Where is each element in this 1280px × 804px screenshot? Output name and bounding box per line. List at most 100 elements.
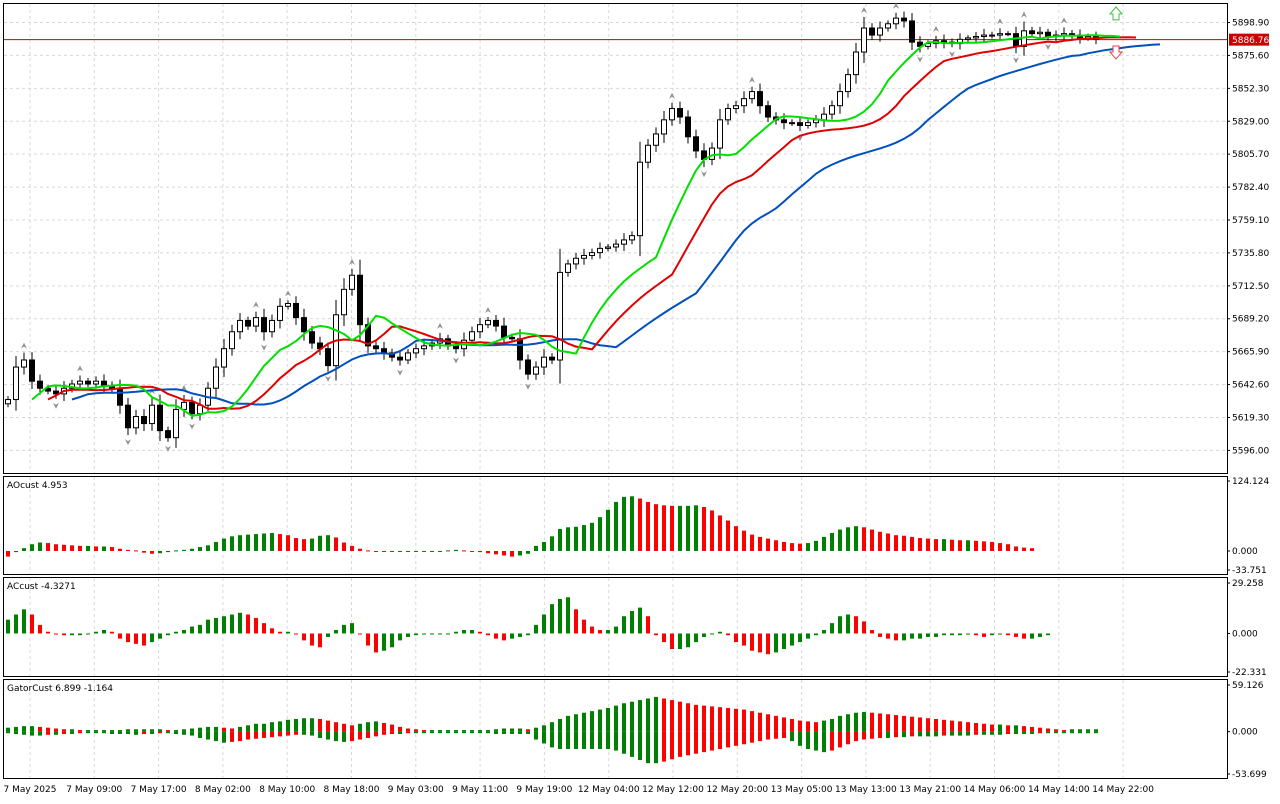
gator-lower-bar	[990, 731, 994, 735]
gator-lower-bar	[326, 731, 330, 740]
candle	[549, 353, 555, 364]
candle	[261, 308, 267, 341]
ac-bar	[678, 633, 682, 650]
gator-upper-bar	[294, 719, 298, 732]
candle-body	[157, 404, 163, 432]
gator-upper-bar	[158, 729, 162, 732]
ac-bar	[374, 633, 378, 653]
gator-lower-bar	[1054, 731, 1058, 734]
candle-body	[765, 105, 771, 118]
candle	[957, 33, 963, 50]
candle-body	[517, 338, 523, 361]
gator-upper-bar	[310, 718, 314, 732]
fractal-up-icon	[1021, 11, 1027, 18]
gator-lower-bar	[502, 731, 506, 735]
gator-upper-bar	[1070, 729, 1074, 732]
ao-bar	[438, 550, 442, 552]
gator-lower-bar	[406, 731, 410, 734]
gator-lower-bar	[254, 731, 258, 739]
gator-lower-bar	[278, 731, 282, 737]
gator-upper-bar	[22, 726, 26, 732]
gator-upper-bar	[366, 722, 370, 732]
ac-bar	[118, 633, 122, 639]
ac-tick-label: 0.000	[1232, 629, 1258, 639]
ao-bar	[534, 545, 538, 551]
ao-bar	[1014, 546, 1018, 551]
candle	[253, 311, 259, 333]
ao-bar	[54, 544, 58, 551]
gator-lower-bar	[310, 731, 314, 736]
gator-upper-bar	[494, 729, 498, 732]
gator-upper-bar	[30, 726, 34, 732]
fractal-down-icon	[397, 369, 403, 376]
ao-bar	[190, 548, 194, 551]
current-price-badge	[1229, 33, 1269, 46]
ao-bar	[614, 501, 618, 551]
ao-bar	[886, 533, 890, 551]
ac-bar	[878, 633, 882, 637]
candle-body	[525, 359, 531, 375]
ac-bar	[294, 633, 298, 635]
ao-bar	[502, 550, 506, 556]
ao-bar	[822, 536, 826, 551]
ac-bar	[806, 633, 810, 639]
ao-bar	[518, 550, 522, 556]
ac-bar	[366, 633, 370, 646]
gator-upper-bar	[214, 726, 218, 732]
candle	[861, 17, 867, 64]
gator-upper-bar	[990, 724, 994, 732]
candle-body	[837, 91, 843, 107]
candle	[973, 31, 979, 43]
ac-label: ACcust -4.3271	[7, 582, 76, 592]
ac-bar	[1014, 633, 1018, 637]
gator-upper-bar	[318, 719, 322, 732]
gator-lower-bar	[950, 731, 954, 736]
candle	[653, 127, 659, 152]
gator-lower-bar	[934, 731, 938, 737]
candle	[149, 397, 155, 431]
fractal-down-icon	[261, 344, 267, 351]
ao-bar	[662, 505, 666, 551]
ao-bar	[582, 525, 586, 551]
ac-bar	[854, 616, 858, 634]
ac-bar	[694, 633, 698, 643]
gator-upper-bar	[1062, 730, 1066, 732]
gator-upper-bar	[814, 722, 818, 732]
candle	[829, 100, 835, 120]
gator-lower-bar	[590, 731, 594, 749]
candle-body	[413, 348, 419, 354]
ao-bar	[326, 535, 330, 551]
gator-upper-bar	[6, 727, 10, 732]
ac-bar	[622, 616, 626, 634]
ao-bar	[702, 507, 706, 551]
candle-body	[1005, 33, 1011, 36]
ao-bar	[478, 550, 482, 553]
gator-lower-bar	[670, 731, 674, 760]
candle	[669, 102, 675, 126]
ac-bar	[654, 633, 658, 636]
ac-bar	[646, 616, 650, 634]
ao-bar	[62, 544, 66, 551]
ac-bar	[22, 609, 26, 634]
ac-bar	[1038, 633, 1042, 637]
candle	[165, 426, 171, 442]
y-tick-label: 5898.90	[1232, 19, 1269, 29]
ao-bar	[230, 536, 234, 551]
candle-body	[981, 34, 987, 37]
candle	[837, 83, 843, 114]
ao-bar	[406, 550, 410, 552]
ac-bar	[1030, 633, 1034, 639]
ac-bar	[310, 633, 314, 646]
fractal-up-icon	[21, 342, 27, 349]
fractal-up-icon	[861, 7, 867, 14]
ac-bar	[542, 614, 546, 634]
candle-body	[661, 119, 667, 135]
candle	[685, 110, 691, 144]
gator-lower-bar	[166, 731, 170, 734]
ao-bar	[390, 550, 394, 552]
gator-upper-bar	[702, 705, 706, 732]
fractal-down-icon	[325, 375, 331, 382]
gator-upper-bar	[998, 724, 1002, 732]
